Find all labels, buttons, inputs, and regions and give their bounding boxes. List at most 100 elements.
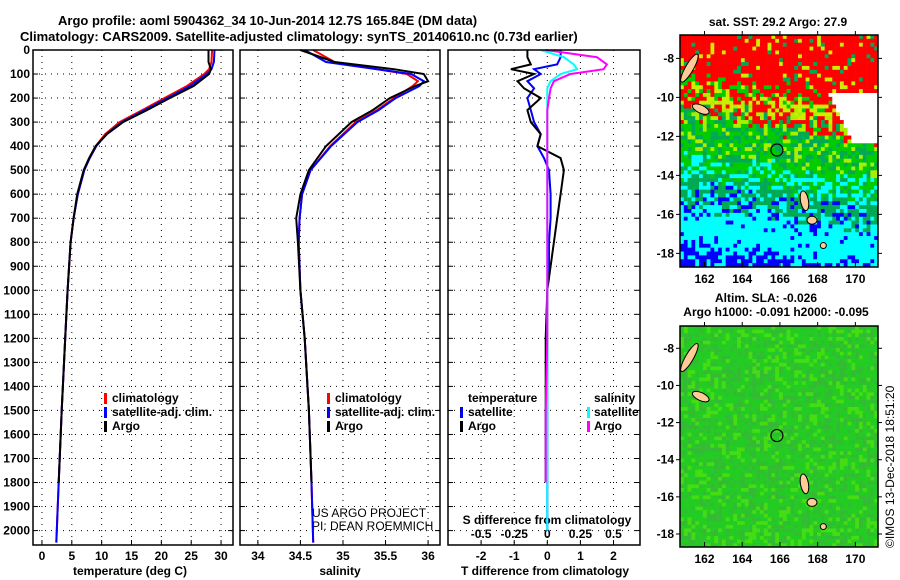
map-cell — [843, 381, 848, 386]
map-cell — [775, 407, 780, 412]
map-cell — [813, 232, 818, 237]
map-cell — [790, 366, 795, 371]
map-cell — [748, 100, 753, 105]
map-cell — [786, 201, 791, 206]
map-cell — [706, 151, 711, 156]
map-cell — [725, 326, 730, 330]
map-cell — [721, 62, 726, 67]
map-cell — [779, 209, 784, 214]
map-cell — [782, 414, 787, 419]
map-cell — [790, 381, 795, 386]
map-cell — [874, 135, 879, 140]
map-cell — [832, 232, 837, 237]
map-cell — [710, 373, 715, 378]
map-cell — [851, 351, 856, 356]
map-cell — [763, 96, 768, 102]
map-cell — [809, 395, 814, 400]
map-cell — [691, 216, 696, 221]
map-cell — [805, 259, 810, 264]
map-cell — [851, 69, 856, 74]
map-cell — [752, 189, 757, 194]
map-cell — [752, 414, 757, 419]
map-cell — [767, 42, 772, 47]
map-cell — [706, 403, 711, 408]
map-cell — [752, 255, 757, 260]
map-cell — [874, 123, 879, 129]
map-cell — [695, 362, 700, 367]
map-cell — [855, 355, 860, 360]
map-cell — [805, 96, 810, 102]
map-cell — [820, 46, 825, 51]
map-cell — [862, 326, 867, 330]
map-cell — [687, 89, 692, 94]
map-cell — [828, 35, 833, 40]
map-cell — [748, 236, 753, 241]
chart-title-line1: Argo profile: aoml 5904362_34 10-Jun-201… — [58, 13, 478, 28]
map-cell — [706, 212, 711, 218]
map-cell — [737, 209, 742, 214]
map-cell — [786, 139, 791, 144]
map-cell — [832, 38, 837, 44]
map-cell — [695, 212, 700, 218]
map-cell — [775, 348, 780, 353]
map-cell — [851, 189, 856, 194]
map-cell — [809, 189, 814, 194]
map-cell — [695, 370, 700, 375]
map-cell — [817, 62, 822, 67]
map-cell — [725, 421, 730, 426]
map-cell — [839, 205, 845, 210]
map-cell — [759, 42, 765, 47]
map-cell — [775, 329, 780, 334]
map-cell — [836, 69, 841, 74]
map-cell — [775, 162, 780, 167]
map-cell — [828, 42, 833, 47]
map-cell — [759, 381, 765, 386]
map-cell — [782, 135, 787, 140]
map-cell — [744, 50, 749, 55]
map-cell — [824, 143, 829, 148]
map-cell — [851, 395, 856, 400]
map-cell — [733, 255, 738, 260]
map-cell — [714, 62, 719, 67]
map-cell — [832, 243, 837, 248]
map-cell — [836, 123, 841, 129]
map-cell — [839, 232, 845, 237]
map-cell — [710, 425, 715, 430]
map-cell — [824, 104, 829, 109]
map-cell — [702, 143, 707, 148]
map-cell — [862, 201, 867, 206]
map-cell — [759, 174, 765, 179]
map-cell — [683, 108, 688, 113]
sla-map-title-line1: Altim. SLA: -0.026 — [715, 291, 817, 305]
map-cell — [782, 131, 787, 136]
map-cell — [836, 337, 841, 342]
map-cell — [752, 108, 757, 113]
map-cell — [733, 209, 738, 214]
map-cell — [687, 38, 692, 44]
map-cell — [809, 147, 814, 152]
map-cell — [763, 42, 768, 47]
map-cell — [805, 232, 810, 237]
map-cell — [680, 381, 685, 386]
map-cell — [687, 337, 692, 342]
map-cell — [839, 197, 845, 202]
map-cell — [759, 154, 765, 160]
map-cell — [706, 201, 711, 206]
map-cell — [737, 251, 742, 256]
y-tick-label: 900 — [10, 259, 30, 273]
map-cell — [851, 329, 856, 334]
map-cell — [714, 421, 719, 426]
map-cell — [763, 104, 768, 109]
map-cell — [824, 96, 829, 102]
map-cell — [843, 54, 848, 59]
map-cell — [763, 399, 768, 404]
map-cell — [805, 333, 810, 338]
map-cell — [801, 381, 806, 386]
map-cell — [790, 429, 795, 434]
map-cell — [790, 185, 795, 190]
map-cell — [695, 232, 700, 237]
map-cell — [680, 69, 685, 74]
map-cell — [828, 96, 833, 102]
map-cell — [767, 62, 772, 67]
temperature-panel: 0100200300400500600700800900100011001200… — [3, 43, 234, 563]
